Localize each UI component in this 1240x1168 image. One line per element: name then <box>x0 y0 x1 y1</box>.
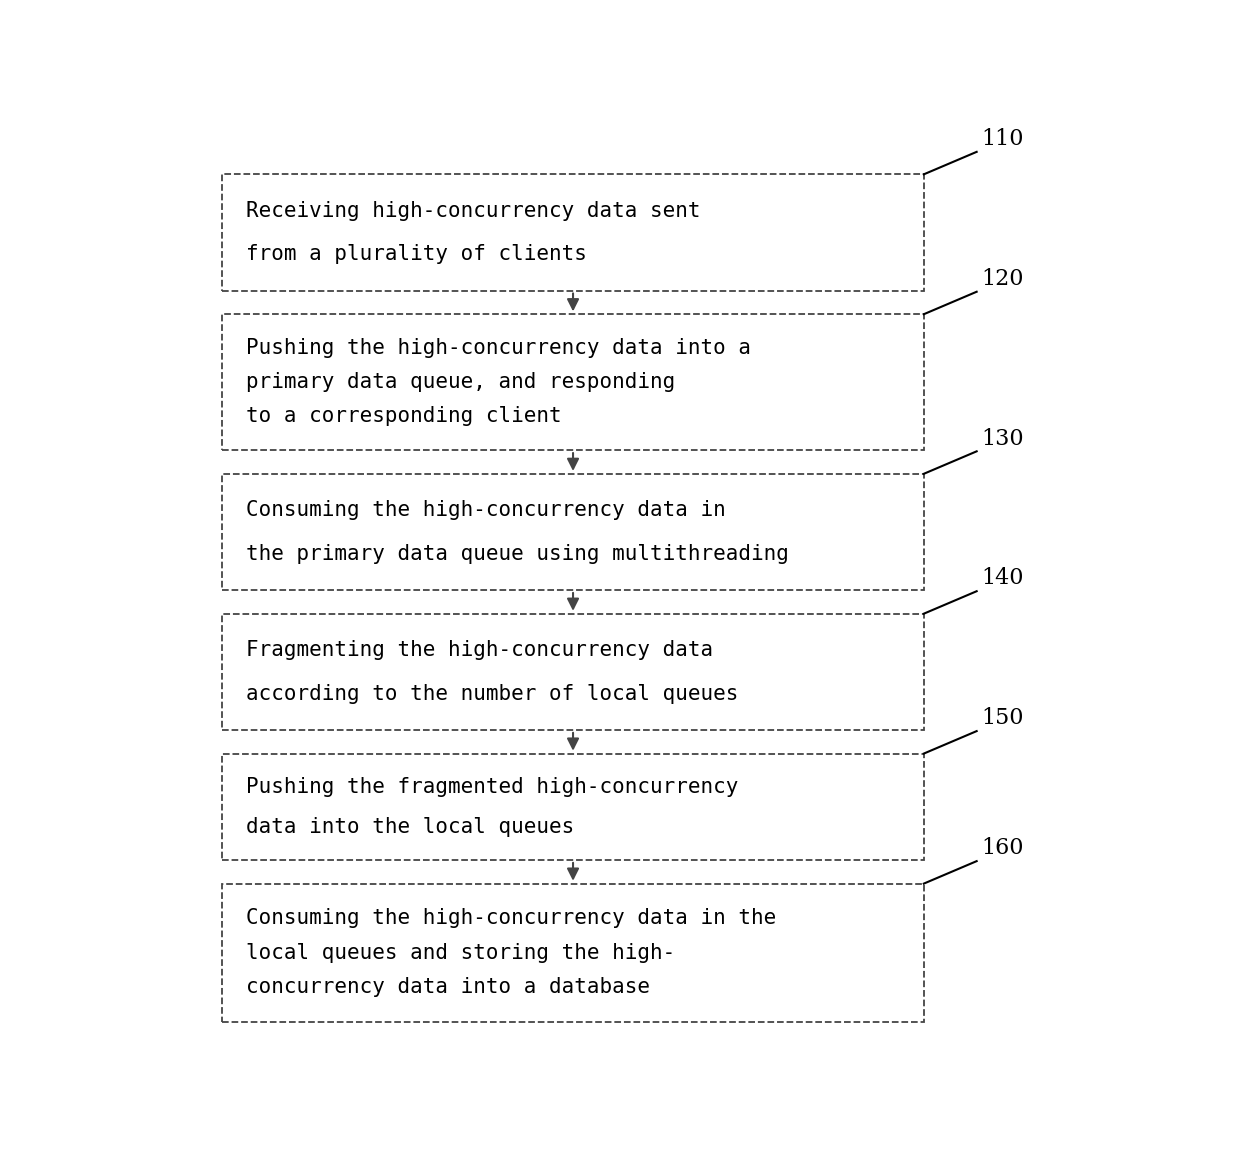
Text: local queues and storing the high-: local queues and storing the high- <box>247 943 676 962</box>
Text: 160: 160 <box>982 837 1024 860</box>
Text: 120: 120 <box>982 267 1024 290</box>
Text: the primary data queue using multithreading: the primary data queue using multithread… <box>247 544 789 564</box>
Text: 130: 130 <box>982 427 1024 450</box>
Text: Pushing the high-concurrency data into a: Pushing the high-concurrency data into a <box>247 339 751 359</box>
Text: Fragmenting the high-concurrency data: Fragmenting the high-concurrency data <box>247 640 713 660</box>
Bar <box>222 174 924 291</box>
Text: Pushing the fragmented high-concurrency: Pushing the fragmented high-concurrency <box>247 777 739 797</box>
Text: 140: 140 <box>982 568 1024 590</box>
Text: to a corresponding client: to a corresponding client <box>247 406 562 426</box>
Text: Consuming the high-concurrency data in the: Consuming the high-concurrency data in t… <box>247 908 776 929</box>
Text: data into the local queues: data into the local queues <box>247 816 574 836</box>
Bar <box>222 613 924 730</box>
Text: concurrency data into a database: concurrency data into a database <box>247 978 650 997</box>
Bar <box>222 314 924 450</box>
Text: Receiving high-concurrency data sent: Receiving high-concurrency data sent <box>247 201 701 221</box>
Text: Consuming the high-concurrency data in: Consuming the high-concurrency data in <box>247 500 727 520</box>
Text: from a plurality of clients: from a plurality of clients <box>247 244 588 264</box>
Text: 150: 150 <box>982 708 1024 729</box>
Text: 110: 110 <box>982 128 1024 150</box>
Text: primary data queue, and responding: primary data queue, and responding <box>247 373 676 392</box>
Bar <box>222 474 924 590</box>
Bar <box>222 884 924 1022</box>
Bar <box>222 753 924 860</box>
Text: according to the number of local queues: according to the number of local queues <box>247 683 739 703</box>
